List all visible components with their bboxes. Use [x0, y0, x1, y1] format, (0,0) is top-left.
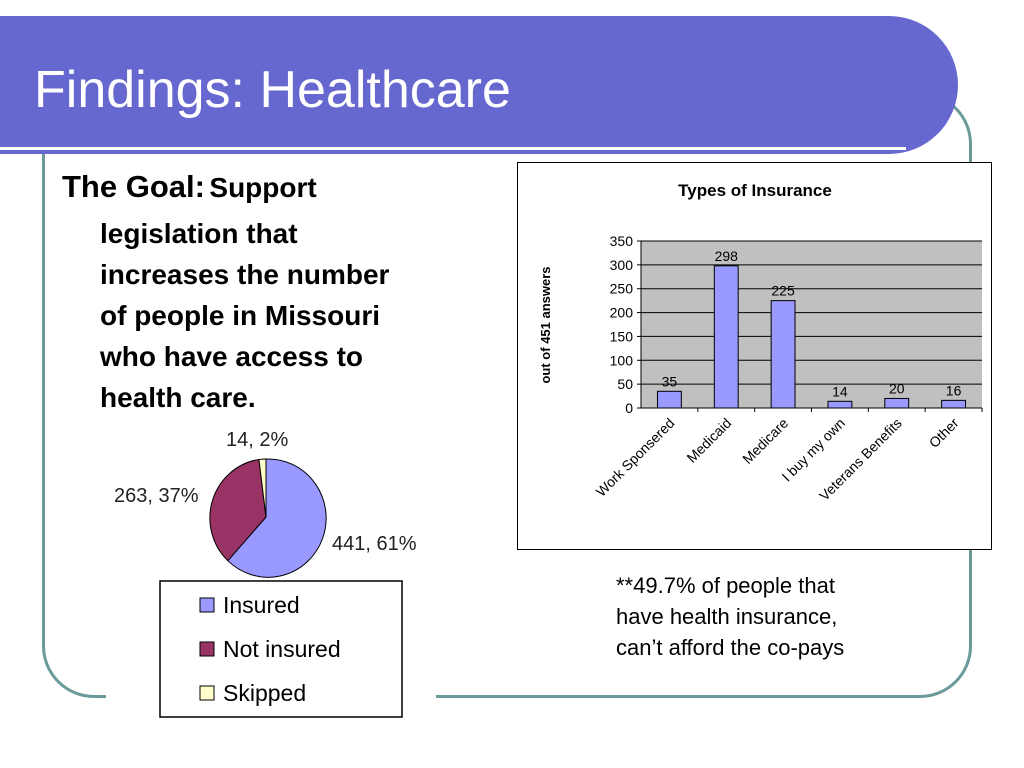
pie-chart-svg: 441, 61% 263, 37% 14, 2% Insured Not ins…: [114, 429, 417, 718]
bar: [656, 390, 682, 409]
legend-label-skipped: Skipped: [223, 680, 306, 706]
bar-data-label: 14: [832, 383, 848, 399]
goal-line: increases the number: [100, 259, 390, 290]
y-tick-label: 50: [617, 376, 633, 392]
goal-text: The Goal: Support legislation that incre…: [62, 166, 482, 418]
goal-lead: The Goal:: [62, 169, 205, 204]
y-tick-label: 0: [625, 400, 633, 416]
y-tick-label: 100: [610, 352, 634, 368]
goal-first-word: Support: [209, 172, 317, 203]
footnote-line: have health insurance,: [616, 604, 838, 629]
footnote-line: **49.7% of people that: [616, 573, 835, 598]
legend-swatch-not-insured: [199, 641, 215, 657]
footnote: **49.7% of people that have health insur…: [616, 570, 906, 663]
y-tick-label: 200: [610, 305, 634, 321]
y-tick-label: 250: [610, 281, 634, 297]
title-underline: [0, 147, 906, 150]
title-bar: Findings: Healthcare: [0, 16, 958, 154]
bar-chart-svg: Types of Insurance out of 451 answers 35…: [538, 181, 983, 504]
x-tick-label: Medicaid: [683, 415, 734, 466]
goal-line: of people in Missouri: [100, 300, 381, 331]
bar-chart: Types of Insurance out of 451 answers 35…: [517, 162, 992, 550]
x-tick-label: Other: [926, 415, 962, 451]
bar-data-label: 35: [662, 373, 678, 389]
pie-data-label-skipped: 14, 2%: [226, 429, 288, 451]
pie-slice-skipped: [258, 458, 267, 518]
legend-label-not-insured: Not insured: [223, 636, 341, 662]
goal-line: who have access to: [100, 341, 364, 372]
x-tick-label: Medicare: [739, 415, 791, 467]
bar: [827, 400, 853, 409]
plot-area: [641, 241, 982, 408]
legend-swatch-skipped: [199, 685, 215, 701]
bar: [884, 397, 910, 409]
bar: [770, 300, 796, 409]
y-tick-label: 350: [610, 233, 634, 249]
footnote-line: can’t afford the co-pays: [616, 635, 845, 660]
bar-chart-title: Types of Insurance: [678, 181, 832, 200]
bar-data-label: 298: [715, 248, 739, 264]
goal-line: legislation that: [100, 218, 298, 249]
pie-slice-insured: [227, 458, 327, 578]
legend-swatch-insured: [199, 597, 215, 613]
y-tick-label: 150: [610, 328, 634, 344]
bar-data-label: 225: [771, 283, 795, 299]
x-tick-label: Work Sponsered: [593, 415, 678, 500]
slide-title: Findings: Healthcare: [34, 61, 511, 119]
pie-chart: 441, 61% 263, 37% 14, 2% Insured Not ins…: [106, 420, 436, 740]
bar: [941, 399, 967, 409]
bar-data-label: 16: [946, 382, 962, 398]
y-tick-label: 300: [610, 257, 634, 273]
pie-data-label-insured: 441, 61%: [332, 533, 417, 555]
legend-label-insured: Insured: [223, 592, 300, 618]
pie-slice-not-insured: [209, 458, 267, 562]
goal-line: health care.: [100, 382, 256, 413]
bar: [713, 265, 739, 409]
bar-chart-y-axis-label: out of 451 answers: [538, 266, 553, 383]
pie-data-label-not-insured: 263, 37%: [114, 485, 199, 507]
bar-data-label: 20: [889, 380, 905, 396]
